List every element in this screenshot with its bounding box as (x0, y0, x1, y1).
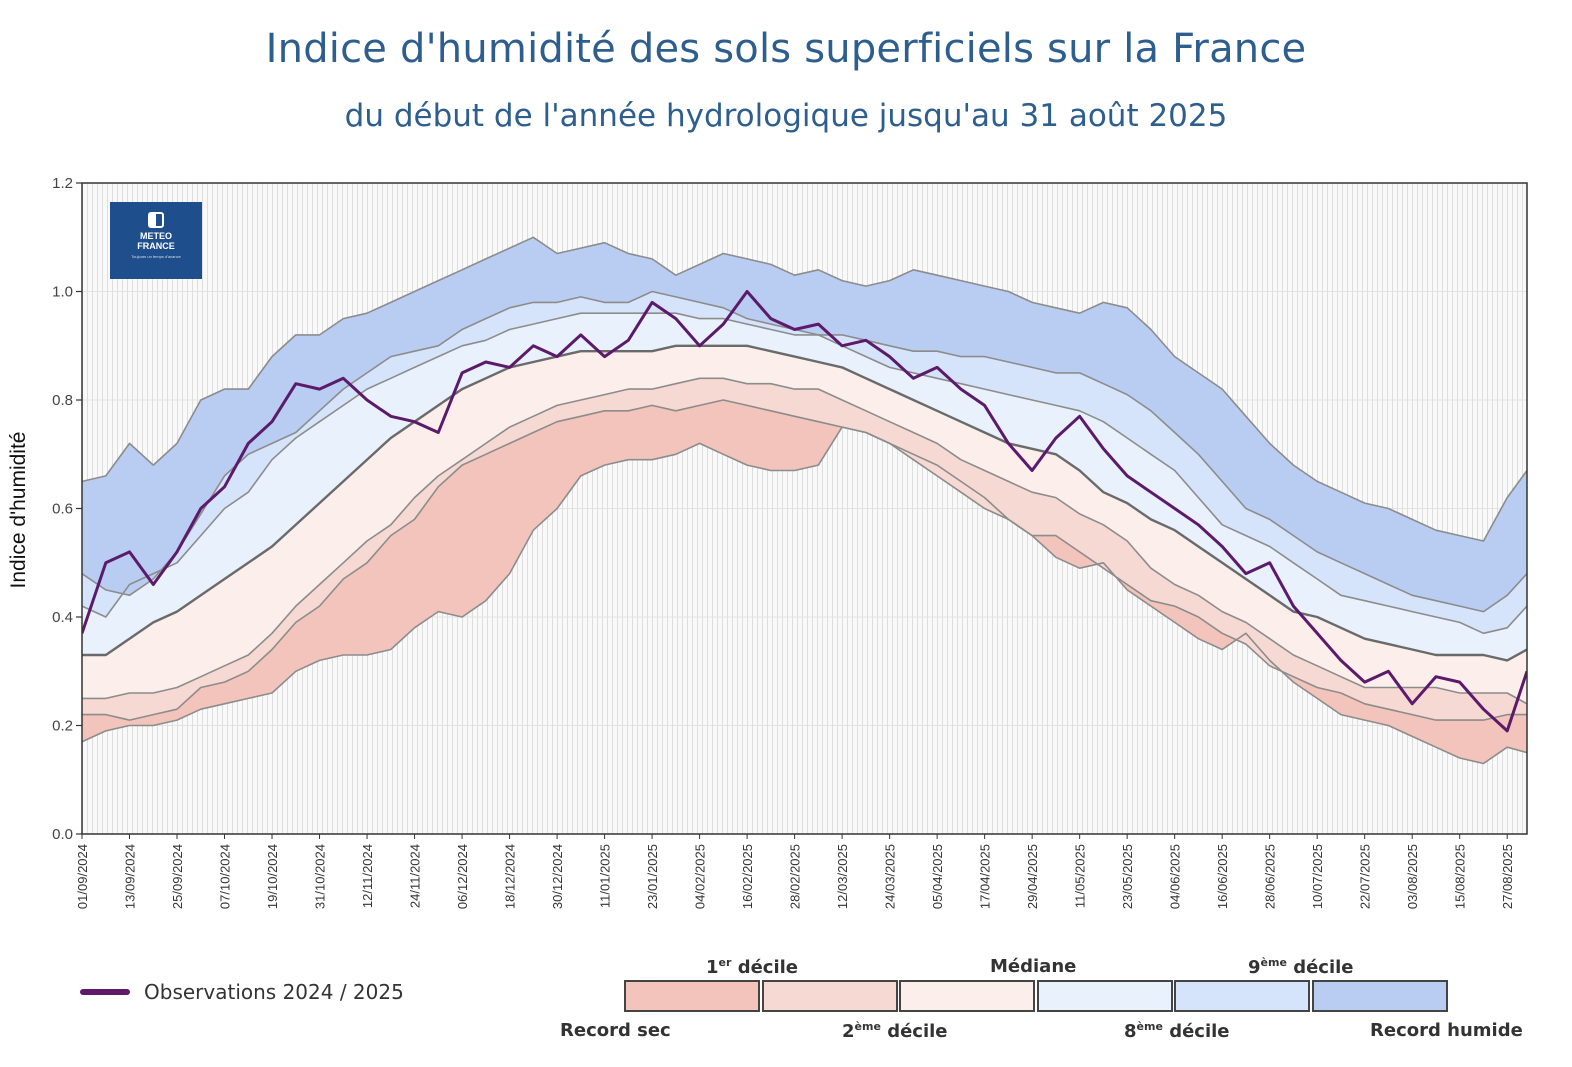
legend-label-text: décile (880, 1021, 948, 1042)
legend-band-decile2-median (899, 980, 1035, 1012)
chart: 0.0 0.2 0.4 0.6 0.8 1.0 1.2 01/09/2024 13/09/20… (7, 175, 1528, 909)
line-median (82, 344, 1527, 662)
x-tick-label: 23/01/2025 (645, 844, 660, 909)
legend-label-decile9: 9ème décile (1248, 956, 1354, 978)
chart-title: Indice d'humidité des sols superficiels … (265, 26, 1307, 72)
x-tick-label: 13/09/2024 (123, 844, 138, 909)
band-decile1-to-decile2 (82, 378, 1527, 721)
x-tick-label: 06/12/2024 (455, 844, 470, 909)
line-decile9 (82, 290, 1527, 613)
observation-line-swatch (80, 989, 130, 995)
legend-label-record-sec: Record sec (560, 1020, 671, 1041)
x-tick-label: 23/05/2025 (1120, 844, 1135, 909)
band-decile9-to-record-humide (82, 237, 1527, 612)
legend-label-text: Record humide (1370, 1020, 1523, 1041)
x-tick-label: 07/10/2024 (218, 844, 233, 909)
legend-observations: Observations 2024 / 2025 (80, 980, 404, 1004)
meteo-france-logo-icon (148, 212, 164, 228)
chart-subtitle: du début de l'année hydrologique jusqu'a… (344, 98, 1228, 134)
x-tick-label: 04/06/2025 (1168, 844, 1183, 909)
logo-name-line2: FRANCE (137, 241, 175, 251)
band-median-to-decile8 (82, 313, 1527, 661)
legend-label-text: décile (731, 957, 798, 978)
x-tick-label: 16/06/2025 (1215, 844, 1230, 909)
band-record-sec-to-decile1 (82, 400, 1527, 764)
x-tick-label: 16/02/2025 (740, 844, 755, 909)
x-tick-label: 24/11/2024 (408, 844, 423, 908)
legend-label-num: 1 (706, 957, 719, 978)
line-record-sec (82, 426, 1527, 765)
legend-label-sup: ème (854, 1020, 881, 1033)
x-tick-label: 17/04/2025 (978, 844, 993, 909)
observation-series (82, 290, 1527, 733)
x-tick-label: 28/06/2025 (1263, 844, 1278, 909)
legend-band-median-decile8 (1036, 980, 1173, 1012)
legend-label-num: 2 (842, 1021, 855, 1042)
logo-tagline: Toujours un temps d'avance (131, 254, 181, 259)
x-tick-label: 12/03/2025 (835, 844, 850, 909)
x-tick-label: 10/07/2025 (1310, 844, 1325, 909)
x-tick-label: 28/02/2025 (788, 844, 803, 909)
legend-band-record-sec (624, 980, 760, 1012)
line-decile1 (82, 399, 1527, 721)
legend-band-decile9-record (1311, 980, 1448, 1012)
x-axis: 01/09/2024 13/09/2024 25/09/2024 07/10/2024… (75, 834, 1515, 909)
legend-label-sup: er (718, 956, 732, 969)
y-tick-label: 0.0 (52, 826, 73, 843)
legend-label-sup: ème (1136, 1020, 1163, 1033)
y-axis: 0.0 0.2 0.4 0.6 0.8 1.0 1.2 (52, 175, 82, 843)
legend-band-decile1-2 (761, 980, 898, 1012)
x-tick-label: 30/12/2024 (550, 844, 565, 909)
decile-bands (82, 237, 1527, 764)
legend-label-text: Médiane (990, 956, 1077, 977)
legend-band-decile8-9 (1174, 980, 1310, 1012)
y-tick-label: 0.8 (52, 392, 73, 409)
legend-label-text: Record sec (560, 1020, 671, 1041)
decile-lines (82, 236, 1527, 765)
x-tick-label: 11/05/2025 (1073, 844, 1088, 908)
x-tick-label: 11/01/2025 (598, 844, 613, 908)
legend-label-num: 9 (1248, 957, 1261, 978)
legend-label-sup: ème (1260, 956, 1287, 969)
x-tick-label: 04/02/2025 (693, 844, 708, 909)
legend-label-record-humide: Record humide (1370, 1020, 1523, 1041)
x-tick-label: 24/03/2025 (883, 844, 898, 909)
x-tick-label: 31/10/2024 (313, 844, 328, 909)
line-record-humide (82, 236, 1527, 542)
line-decile8 (82, 312, 1527, 635)
legend-observation-label: Observations 2024 / 2025 (144, 980, 404, 1004)
legend-label-text: décile (1162, 1021, 1230, 1042)
logo-name-line1: METEO (139, 231, 172, 241)
y-tick-label: 0.4 (52, 609, 73, 626)
legend-decile-bands (624, 980, 1449, 1012)
meteo-france-logo: METEO FRANCE Toujours un temps d'avance (110, 202, 202, 279)
legend-label-decile8: 8ème décile (1124, 1020, 1230, 1042)
legend-label-text: décile (1286, 957, 1354, 978)
y-tick-label: 0.2 (52, 718, 73, 735)
x-tick-label: 12/11/2024 (360, 844, 375, 908)
y-tick-label: 1.2 (52, 175, 73, 192)
y-axis-label: Indice d'humidité (7, 432, 30, 589)
x-tick-label: 25/09/2024 (170, 844, 185, 909)
x-tick-label: 27/08/2025 (1500, 844, 1515, 909)
line-decile2 (82, 377, 1527, 705)
observation-line (82, 290, 1527, 733)
x-tick-label: 03/08/2025 (1405, 844, 1420, 909)
x-tick-label: 15/08/2025 (1453, 844, 1468, 909)
x-tick-label: 18/12/2024 (503, 844, 518, 909)
band-decile8-to-decile9 (82, 291, 1527, 634)
legend-label-median: Médiane (990, 956, 1076, 977)
y-tick-label: 1.0 (52, 284, 73, 301)
x-tick-label: 01/09/2024 (75, 844, 90, 909)
legend-label-num: 8 (1124, 1021, 1137, 1042)
x-tick-label: 29/04/2025 (1025, 844, 1040, 909)
legend-label-decile2: 2ème décile (842, 1020, 948, 1042)
y-tick-label: 0.6 (52, 501, 73, 518)
x-tick-label: 05/04/2025 (930, 844, 945, 909)
x-tick-label: 22/07/2025 (1358, 844, 1373, 909)
band-decile2-to-median (82, 345, 1527, 704)
legend-label-decile1: 1er décile (706, 956, 798, 978)
x-tick-label: 19/10/2024 (265, 844, 280, 909)
